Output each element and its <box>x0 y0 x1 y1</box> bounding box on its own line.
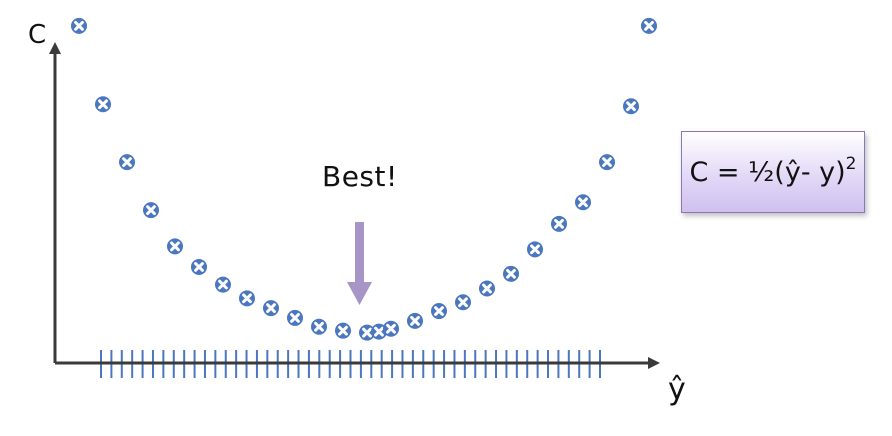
data-point <box>239 290 255 307</box>
data-point <box>455 294 471 311</box>
data-point <box>263 300 279 317</box>
x-axis-arrowhead <box>648 357 660 369</box>
cost-formula-main: C = ½(ŷ- y) <box>689 157 846 188</box>
cost-formula-box: C = ½(ŷ- y)2 <box>681 131 865 213</box>
axes <box>49 42 660 369</box>
data-point <box>407 312 423 329</box>
data-point <box>575 194 591 211</box>
cost-formula-exponent: 2 <box>845 154 857 174</box>
data-point <box>191 258 207 275</box>
best-arrow-head <box>347 282 372 305</box>
best-arrow <box>347 222 372 305</box>
data-point <box>119 154 135 171</box>
cost-formula: C = ½(ŷ- y)2 <box>689 154 857 188</box>
best-annotation: Best! <box>322 160 398 193</box>
data-points <box>71 17 657 341</box>
data-point <box>143 202 159 219</box>
data-point <box>287 309 303 326</box>
y-axis-arrowhead <box>49 42 61 54</box>
data-point <box>527 241 543 258</box>
y-axis-label: C <box>28 20 47 50</box>
data-point <box>359 324 375 341</box>
data-point <box>95 96 111 113</box>
data-point <box>641 17 657 34</box>
best-arrow-shaft <box>355 222 364 284</box>
x-axis-label: ŷ <box>668 372 686 407</box>
data-point <box>335 322 351 339</box>
data-point <box>503 265 519 282</box>
data-point <box>371 323 387 340</box>
data-point <box>623 98 639 115</box>
data-point <box>311 318 327 335</box>
data-point <box>479 280 495 297</box>
data-point <box>383 320 399 337</box>
data-point <box>215 276 231 293</box>
data-point <box>551 215 567 232</box>
data-point <box>167 238 183 255</box>
data-point <box>431 303 447 320</box>
data-point <box>599 154 615 171</box>
data-point <box>71 17 87 34</box>
